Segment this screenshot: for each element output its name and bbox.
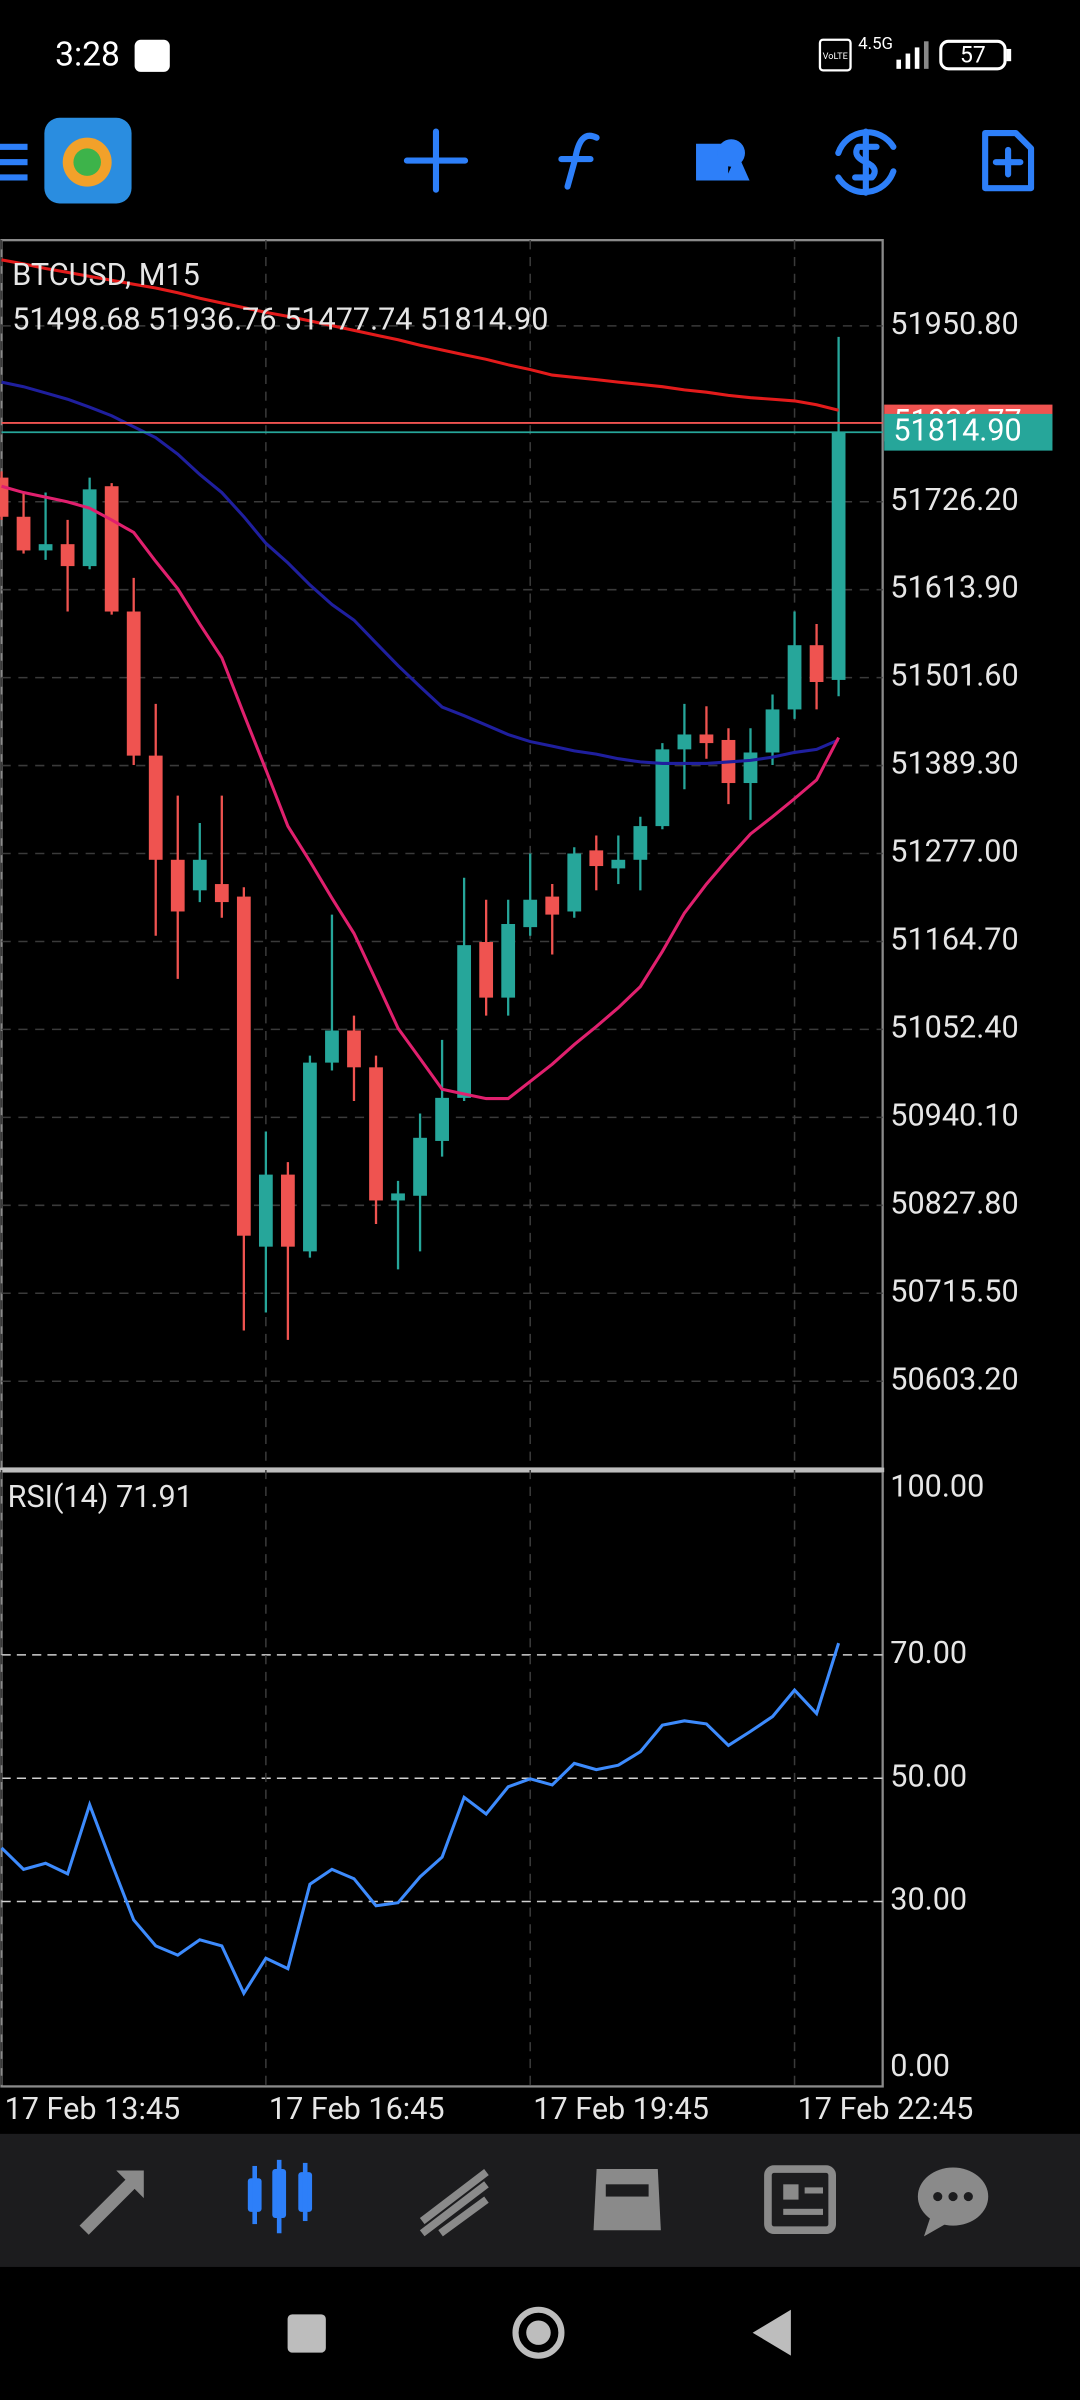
candle-body	[523, 899, 538, 928]
candle-body	[743, 752, 758, 784]
recents-button[interactable]	[287, 2314, 326, 2353]
news-tab[interactable]	[764, 2165, 837, 2235]
x-tick-label: 17 Feb 16:45	[269, 2092, 445, 2127]
candle-body	[0, 477, 9, 517]
moving-average	[1, 484, 840, 1101]
candle-body	[633, 826, 648, 860]
candle-body	[303, 1062, 317, 1252]
bid-line-tag	[884, 413, 1053, 451]
moving-average	[1, 258, 839, 412]
back-button[interactable]	[752, 2309, 791, 2356]
y-tick-label: 51389.30	[890, 747, 1018, 782]
candle-body	[831, 432, 846, 680]
candle-body	[435, 1097, 449, 1141]
y-tick-label: 51277.00	[890, 835, 1018, 870]
y-tick-label: 70.00	[890, 1636, 967, 1671]
candle-body	[192, 859, 207, 891]
status-time: 3:28	[55, 35, 120, 74]
y-tick-label: 50827.80	[890, 1186, 1018, 1221]
candle-body	[16, 516, 31, 551]
candle-body	[611, 859, 626, 869]
candle-body	[699, 734, 714, 744]
candle-body	[347, 1030, 361, 1068]
y-tick-label: 50715.50	[890, 1274, 1018, 1309]
indicators-button[interactable]	[558, 132, 600, 190]
candle-body	[104, 486, 119, 612]
ohlc-info: 51498.68 51936.76 51477.74 51814.90	[12, 302, 548, 337]
volte-box	[818, 38, 852, 72]
objects-button[interactable]	[696, 139, 750, 181]
x-tick-label: 17 Feb 22:45	[798, 2092, 974, 2127]
candle-body	[170, 859, 185, 912]
app-icon[interactable]	[44, 117, 132, 204]
candle-body	[589, 850, 604, 867]
candle-body	[479, 942, 494, 998]
notification-icon	[134, 39, 170, 72]
y-tick-label: 50.00	[890, 1759, 967, 1794]
battery-nub	[1006, 48, 1012, 62]
candle-body	[677, 734, 692, 750]
y-tick-label: 51950.80	[890, 307, 1018, 342]
network-label: 4.5G	[858, 34, 893, 54]
candle-body	[545, 896, 560, 915]
chart-title: BTCUSD, M15	[12, 258, 200, 293]
candle-body	[148, 755, 163, 860]
candle-body	[501, 924, 516, 998]
rsi-title: RSI(14) 71.91	[8, 1480, 193, 1515]
y-tick-label: 51164.70	[890, 923, 1018, 958]
candle-body	[325, 1030, 339, 1063]
y-tick-label: 51501.60	[890, 659, 1018, 694]
candle-body	[126, 611, 141, 756]
y-tick-label: 51726.20	[890, 483, 1018, 518]
signal-bars	[896, 41, 929, 69]
y-tick-label: 51052.40	[890, 1010, 1018, 1045]
bottom-bar	[0, 2133, 1080, 2267]
candle-body	[765, 709, 780, 753]
battery	[939, 39, 1007, 71]
candle-body	[391, 1193, 405, 1201]
y-tick-label: 100.00	[890, 1469, 984, 1504]
candle-body	[258, 1174, 273, 1247]
candle-body	[82, 489, 97, 567]
menu-button[interactable]	[0, 143, 28, 181]
candle-body	[236, 896, 251, 1236]
moving-average	[1, 380, 840, 765]
home-button[interactable]	[512, 2306, 565, 2359]
candle-body	[214, 884, 229, 903]
volte-label: VoLTE	[823, 51, 848, 62]
plot-area: 0.00 30.00 50.00 70.00 100.00 17 Feb 13:45 17 …	[0, 240, 1053, 2127]
candle-body	[281, 1174, 295, 1247]
x-tick-label: 17 Feb 19:45	[533, 2092, 709, 2127]
candle-body	[567, 853, 582, 912]
candle-body	[809, 645, 824, 683]
candle-body	[655, 749, 670, 827]
crosshair-button[interactable]	[403, 128, 469, 193]
battery-level: 57	[960, 42, 986, 69]
chart-tab[interactable]	[247, 2159, 313, 2234]
trade-tab[interactable]	[419, 2169, 489, 2237]
candle-body	[38, 544, 53, 551]
y-tick-label: 0.00	[890, 2049, 950, 2084]
bid-line-label: 51814.90	[893, 413, 1021, 448]
chat-tab[interactable]	[917, 2167, 989, 2237]
quotes-tab[interactable]	[79, 2170, 144, 2235]
new-order-button[interactable]	[982, 130, 1035, 192]
candle-body	[369, 1067, 383, 1201]
history-tab[interactable]	[593, 2169, 661, 2231]
candle-body	[60, 544, 75, 567]
y-tick-label: 51613.90	[890, 571, 1018, 606]
x-tick-label: 17 Feb 13:45	[5, 2092, 181, 2127]
candle-body	[457, 945, 472, 1098]
trade-button[interactable]	[835, 128, 897, 196]
candle-body	[413, 1137, 427, 1196]
y-tick-label: 50603.20	[890, 1362, 1018, 1397]
rsi-line	[0, 1642, 841, 1997]
y-tick-label: 50940.10	[890, 1098, 1018, 1133]
candle-body	[787, 645, 802, 710]
y-tick-label: 30.00	[890, 1883, 967, 1918]
